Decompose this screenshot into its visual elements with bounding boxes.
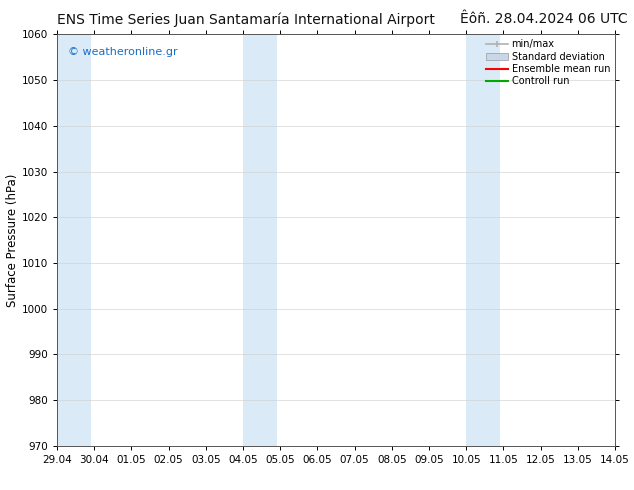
Bar [466, 34, 500, 446]
Text: ENS Time Series Juan Santamaría International Airport: ENS Time Series Juan Santamaría Internat… [57, 12, 435, 27]
Bar [57, 34, 91, 446]
Text: Êôñ. 28.04.2024 06 UTC: Êôñ. 28.04.2024 06 UTC [460, 12, 628, 26]
Y-axis label: Surface Pressure (hPa): Surface Pressure (hPa) [6, 173, 19, 307]
Text: © weatheronline.gr: © weatheronline.gr [68, 47, 178, 57]
Legend: min/max, Standard deviation, Ensemble mean run, Controll run: min/max, Standard deviation, Ensemble me… [484, 37, 612, 88]
Bar [243, 34, 276, 446]
